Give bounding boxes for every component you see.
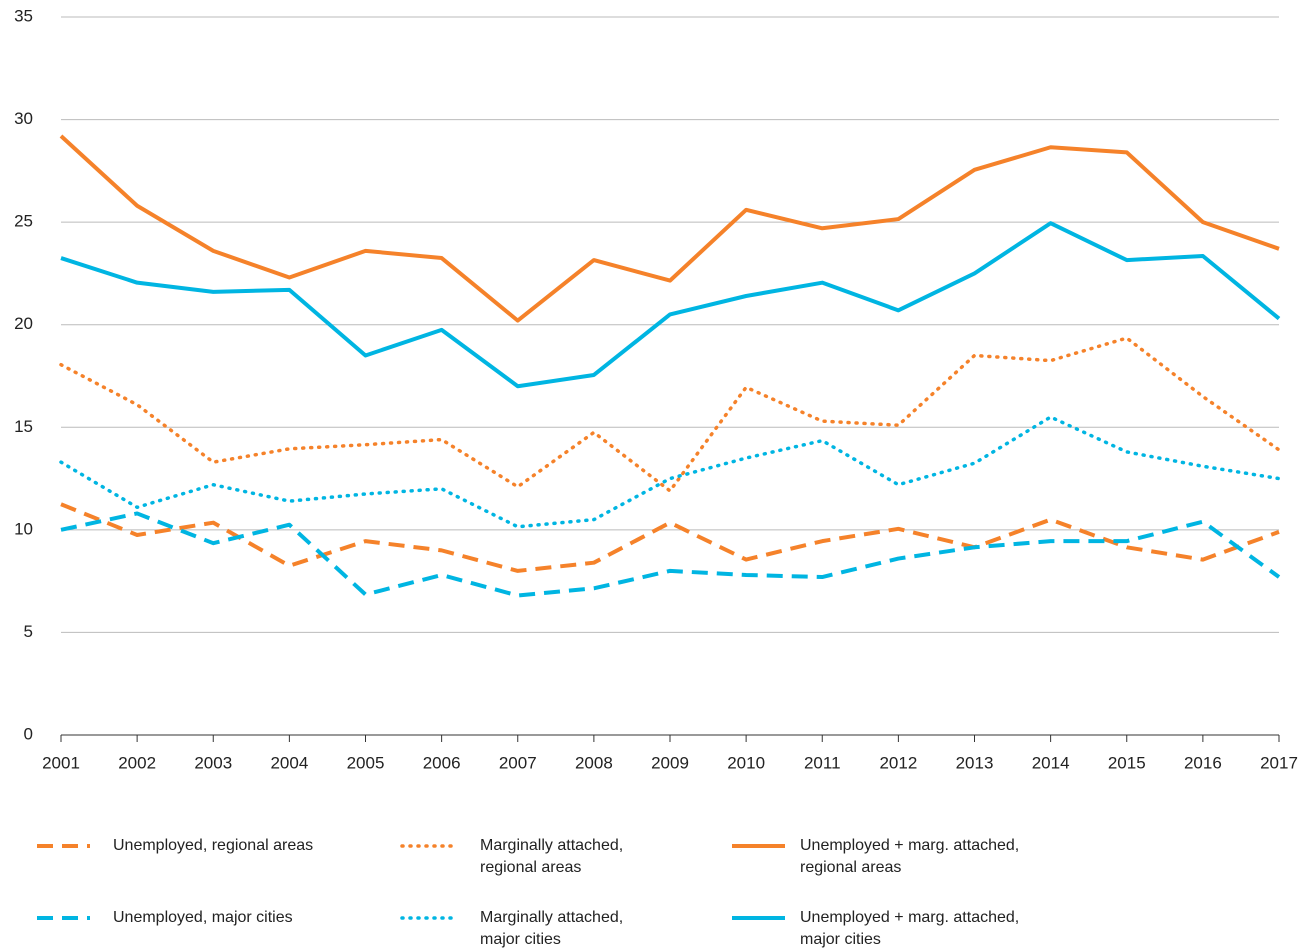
x-tick-label: 2012 bbox=[879, 753, 917, 772]
x-tick-label: 2017 bbox=[1260, 753, 1298, 772]
y-tick-label: 30 bbox=[14, 109, 33, 128]
x-tick-label: 2011 bbox=[804, 753, 841, 772]
series-line bbox=[59, 415, 1281, 529]
legend-label: Unemployed + marg. attached, regional ar… bbox=[800, 837, 1020, 876]
legend-swatch bbox=[400, 916, 457, 920]
legend-swatch bbox=[37, 916, 90, 920]
y-tick-label: 35 bbox=[14, 6, 33, 25]
x-tick-label: 2014 bbox=[1032, 753, 1070, 772]
legend-label: Marginally attached, regional areas bbox=[480, 837, 624, 876]
legend-swatch bbox=[732, 844, 785, 848]
series-line bbox=[59, 134, 1280, 323]
x-tick-label: 2016 bbox=[1184, 753, 1222, 772]
legend-swatch bbox=[37, 844, 90, 848]
series-line bbox=[60, 221, 1281, 389]
legend-item: Unemployed, major cities bbox=[35, 907, 373, 929]
legend-swatch bbox=[400, 844, 457, 848]
legend-label: Unemployed, regional areas bbox=[113, 837, 314, 854]
x-tick-label: 2007 bbox=[499, 753, 537, 772]
x-tick-label: 2006 bbox=[423, 753, 461, 772]
x-tick-label: 2010 bbox=[727, 753, 765, 772]
x-tick-label: 2004 bbox=[270, 753, 308, 772]
legend-label: Unemployed + marg. attached, major citie… bbox=[800, 909, 1020, 948]
x-tick-label: 2002 bbox=[118, 753, 156, 772]
y-tick-label: 5 bbox=[24, 622, 33, 641]
x-tick-label: 2009 bbox=[651, 753, 689, 772]
legend-item: Unemployed, regional areas bbox=[35, 835, 373, 857]
x-tick-label: 2001 bbox=[42, 753, 80, 772]
chart: 0 5 10 15 20 25 30 35 2001 2002 2003 2004 2005 2006 20… bbox=[14, 6, 1298, 772]
series-line bbox=[59, 336, 1281, 493]
y-tick-label: 15 bbox=[14, 417, 33, 436]
legend-item: Unemployed + marg. attached, regional ar… bbox=[730, 835, 1060, 879]
x-tick-label: 2008 bbox=[575, 753, 613, 772]
x-tick-label: 2003 bbox=[194, 753, 232, 772]
y-tick-label: 25 bbox=[14, 212, 33, 231]
legend-label: Marginally attached, major cities bbox=[480, 909, 624, 948]
legend-item: Unemployed + marg. attached, major citie… bbox=[730, 907, 1060, 951]
x-tick-label: 2015 bbox=[1108, 753, 1146, 772]
legend-item: Marginally attached, major cities bbox=[400, 907, 650, 951]
x-tick-label: 2013 bbox=[956, 753, 994, 772]
y-tick-label: 20 bbox=[14, 314, 33, 333]
legend-item: Marginally attached, regional areas bbox=[400, 835, 650, 879]
y-tick-label: 0 bbox=[24, 724, 33, 743]
legend-label: Unemployed, major cities bbox=[113, 909, 293, 926]
legend-swatch bbox=[732, 916, 785, 920]
series-line bbox=[60, 511, 1281, 598]
y-tick-label: 10 bbox=[14, 519, 33, 538]
x-tick-label: 2005 bbox=[347, 753, 385, 772]
